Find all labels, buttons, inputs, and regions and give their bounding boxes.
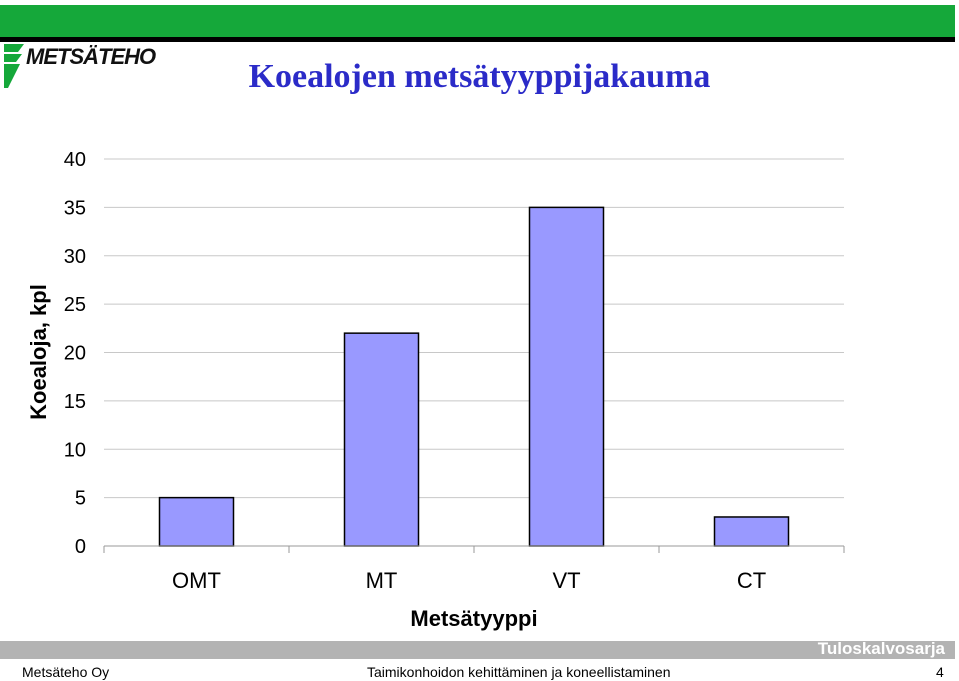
metsateho-logo: METSÄTEHO [4,44,174,92]
header-band [0,5,955,37]
gridlines [104,158,844,499]
bar-mt [343,332,420,547]
axis-labels: 0 5 10 15 20 25 30 35 40 OMT MT VT CT Metsätyyppi Koea… [26,149,766,631]
logo-text: METSÄTEHO [26,44,156,69]
axes [103,545,845,553]
header-divider [0,37,955,42]
y-tick-label: 15 [64,391,86,413]
page-number: 4 [936,664,944,680]
x-tick-label: MT [366,568,398,593]
y-tick-label: 40 [64,149,86,171]
bar-vt [528,206,605,547]
page-title: Koealojen metsätyyppijakauma [248,58,711,95]
y-tick-label: 25 [64,294,86,316]
y-tick-label: 20 [64,343,86,365]
bars [158,206,790,547]
logo-mark-icon [4,44,24,88]
y-tick-label: 30 [64,246,86,268]
bar-chart: 0 5 10 15 20 25 30 35 40 OMT MT VT CT Metsätyyppi Koea… [26,149,845,631]
footer-series-label: Tuloskalvosarja [817,639,945,658]
y-axis-title: Koealoja, kpl [26,284,51,420]
x-tick-label: VT [552,568,580,593]
y-tick-label: 10 [64,439,86,461]
y-tick-label: 0 [75,536,86,558]
y-tick-label: 5 [75,488,86,510]
bar-omt [158,496,235,547]
footer-organization: Metsäteho Oy [22,664,110,680]
footer-band [0,641,955,659]
footer-subject: Taimikonhoidon kehittäminen ja koneellis… [367,664,671,680]
x-tick-label: OMT [172,568,221,593]
x-tick-label: CT [737,568,766,593]
bar-ct [713,516,790,547]
y-tick-label: 35 [64,197,86,219]
x-axis-title: Metsätyyppi [410,606,537,631]
